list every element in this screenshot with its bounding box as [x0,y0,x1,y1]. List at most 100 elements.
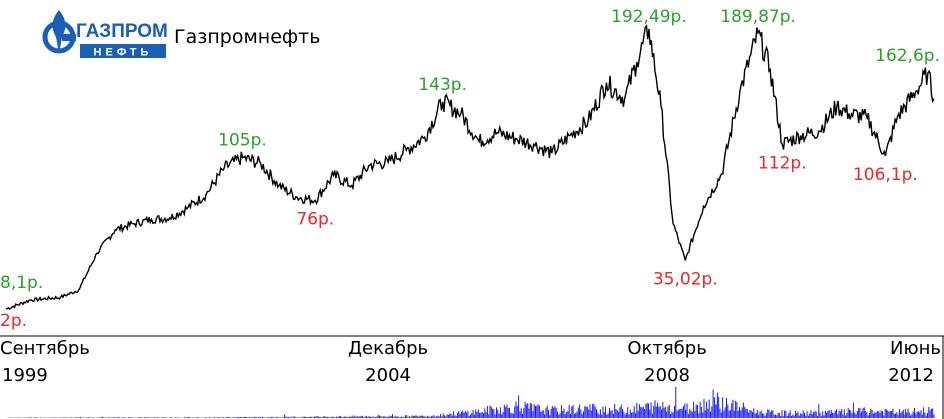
volume-bar [502,412,504,418]
x-tick-year: 2008 [644,365,690,386]
volume-bar [437,415,439,418]
volume-bar [605,406,607,418]
volume-bar [260,417,262,418]
volume-bar [674,405,675,418]
volume-bar [720,412,722,418]
volume-bar [889,411,891,418]
volume-bar [765,413,767,418]
volume-bar [73,417,75,418]
volume-bar [445,416,447,418]
volume-bar [614,403,616,418]
volume-bar [879,412,881,418]
volume-bar [910,415,912,418]
volume-bar [806,411,808,418]
volume-bar [277,417,279,418]
volume-bar [851,413,853,418]
volume-bar [813,412,815,418]
volume-bar [243,416,245,418]
volume-bar [550,408,552,418]
volume-bar [549,415,551,418]
volume-bar [594,406,596,418]
volume-bar [533,404,535,418]
volume-bar [102,416,104,418]
volume-bar [350,416,352,418]
volume-bar [731,403,733,418]
volume-bar [402,417,404,418]
volume-bar [286,416,288,418]
volume-bar [405,415,406,418]
volume-bar [290,416,292,418]
volume-bar [43,417,45,418]
volume-bar [710,411,711,418]
volume-bar [804,412,805,418]
volume-bar [306,417,308,418]
volume-bar [301,417,302,418]
volume-bar [744,406,746,418]
volume-bar [742,402,744,418]
volume-bar [558,414,560,418]
volume-bar [107,417,109,418]
volume-bar [859,407,861,418]
volume-bar [706,401,708,418]
volume-bar [399,417,401,418]
volume-bar [156,417,158,418]
volume-bar [362,415,364,418]
volume-bar [347,417,349,418]
volume-bar [856,411,858,418]
volume-bar [781,410,783,418]
volume-bar [177,417,179,418]
volume-bar [164,417,166,418]
volume-bar [741,407,743,418]
volume-bar [778,412,780,418]
volume-bar [635,413,636,418]
volume-bar [815,411,817,418]
volume-bar [755,412,757,418]
volume-bar [447,414,449,418]
volume-bar [398,417,400,418]
volume-bar [800,413,802,418]
volume-bar [544,414,546,418]
volume-bar [420,415,422,418]
volume-bar [572,405,574,418]
volume-bar [663,407,665,418]
volume-bar [786,416,788,418]
volume-bar [531,403,533,418]
volume-bar [823,415,825,418]
volume-bar [239,417,241,418]
volume-bar [304,416,306,418]
volume-bar [389,415,391,418]
volume-bar [523,408,525,418]
volume-bar [750,410,752,418]
volume-bar [876,411,878,418]
volume-bar [732,399,734,418]
volume-bar [684,403,686,418]
volume-bar [418,417,419,418]
volume-bar [843,409,845,418]
logo-text-top: ГАЗПРОМ [76,21,168,42]
volume-bar [373,417,375,418]
volume-bar [700,406,702,418]
volume-bar [908,412,910,418]
volume-bar [570,414,571,418]
volume-bar [830,410,832,418]
volume-bar [891,410,893,418]
volume-bar [492,408,494,418]
volume-bar [332,416,334,418]
volume-bar [467,410,469,418]
volume-bar [401,416,403,418]
volume-bar [71,417,72,418]
volume-bar [433,415,435,418]
volume-bar [685,410,687,418]
volume-bar [466,412,468,418]
volume-bar [590,410,592,418]
volume-bar [584,406,586,418]
volume-bar [782,416,784,418]
volume-bar [473,414,475,418]
volume-bar [622,408,623,418]
volume-bar [414,415,416,418]
volume-bar [208,417,210,418]
volume-bar [479,413,481,418]
volume-bar [597,412,599,418]
volume-bar [64,417,66,418]
